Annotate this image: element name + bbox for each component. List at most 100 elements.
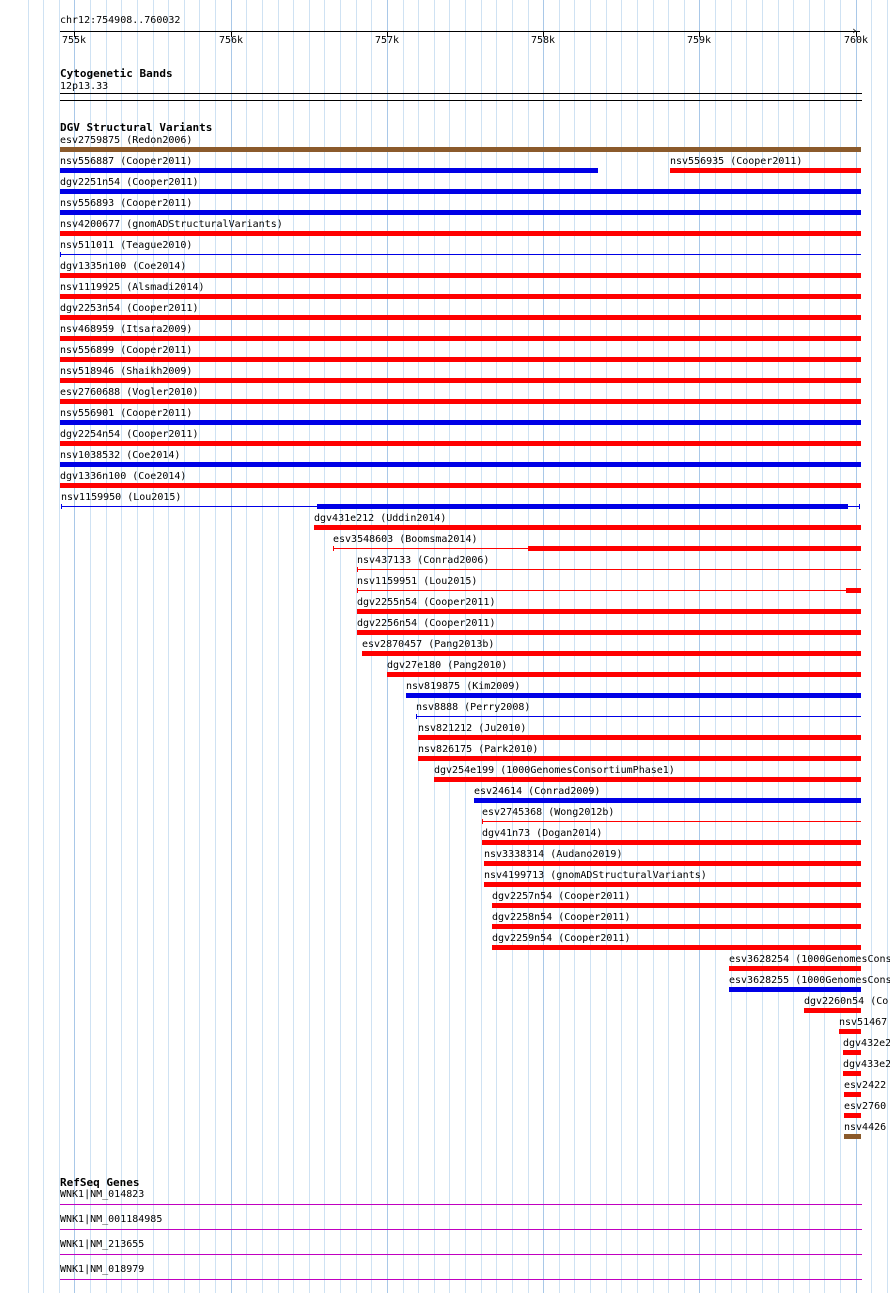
variant-bar[interactable] <box>60 420 861 425</box>
ruler-tick-label: 756k <box>219 35 244 46</box>
grid-line <box>387 0 388 1293</box>
variant-label: nsv8888 (Perry2008) <box>416 702 531 713</box>
variant-bar[interactable] <box>387 672 861 677</box>
variant-bar[interactable] <box>60 147 861 152</box>
cytoband-bar[interactable] <box>60 93 862 94</box>
variant-bar[interactable] <box>60 378 861 383</box>
grid-line <box>59 0 60 1293</box>
grid-line <box>449 0 450 1293</box>
variant-bar[interactable] <box>418 756 861 761</box>
variant-label: nsv1038532 (Coe2014) <box>60 450 181 461</box>
variant-bar[interactable] <box>670 168 861 173</box>
variant-bar[interactable] <box>406 693 861 698</box>
variant-bar[interactable] <box>804 1008 861 1013</box>
variant-start-tick <box>61 504 62 509</box>
variant-bar[interactable] <box>357 630 861 635</box>
grid-line <box>184 0 185 1293</box>
variant-connector-line[interactable] <box>416 716 861 717</box>
variant-label: nsv1159951 (Lou2015) <box>357 576 478 587</box>
grid-line <box>793 0 794 1293</box>
grid-line <box>762 0 763 1293</box>
variant-label: dgv2258n54 (Cooper2011) <box>492 912 631 923</box>
grid-line <box>496 0 497 1293</box>
variant-bar[interactable] <box>60 294 861 299</box>
variant-bar[interactable] <box>60 315 861 320</box>
variant-connector-line[interactable] <box>60 254 861 255</box>
variant-label: nsv1119925 (Alsmadi2014) <box>60 282 205 293</box>
variant-bar[interactable] <box>844 1113 861 1118</box>
variant-label: nsv1159950 (Lou2015) <box>61 492 182 503</box>
variant-start-tick <box>357 588 358 593</box>
variant-bar[interactable] <box>844 1092 861 1097</box>
track-divider <box>60 100 862 101</box>
variant-bar[interactable] <box>434 777 861 782</box>
ruler-tick <box>856 31 857 37</box>
variant-bar[interactable] <box>60 168 598 173</box>
grid-line <box>840 0 841 1293</box>
variant-bar[interactable] <box>839 1029 861 1034</box>
variant-bar[interactable] <box>314 525 861 530</box>
variant-bar[interactable] <box>60 210 861 215</box>
variant-label: nsv518946 (Shaikh2009) <box>60 366 193 377</box>
variant-label: nsv556899 (Cooper2011) <box>60 345 193 356</box>
variant-bar[interactable] <box>729 966 861 971</box>
variant-label: esv2760688 (Vogler2010) <box>60 387 199 398</box>
variant-bar[interactable] <box>484 861 861 866</box>
refseq-gene-line[interactable] <box>60 1279 862 1280</box>
variant-bar[interactable] <box>492 924 861 929</box>
refseq-track-title: RefSeq Genes <box>60 1176 140 1189</box>
variant-bar[interactable] <box>484 882 861 887</box>
variant-inner-bar[interactable] <box>317 504 848 509</box>
variant-inner-bar[interactable] <box>528 546 861 551</box>
variant-label: esv2759875 (Redon2006) <box>60 135 193 146</box>
variant-bar[interactable] <box>60 441 861 446</box>
refseq-gene-line[interactable] <box>60 1204 862 1205</box>
grid-line <box>668 0 669 1293</box>
grid-line <box>278 0 279 1293</box>
variant-bar[interactable] <box>492 903 861 908</box>
variant-label: esv24614 (Conrad2009) <box>474 786 601 797</box>
grid-line <box>871 0 872 1293</box>
variant-bar[interactable] <box>362 651 861 656</box>
variant-bar[interactable] <box>418 735 861 740</box>
variant-bar[interactable] <box>474 798 861 803</box>
grid-line <box>168 0 169 1293</box>
grid-line <box>324 0 325 1293</box>
variant-connector-line[interactable] <box>357 590 861 591</box>
grid-line <box>481 0 482 1293</box>
ruler-tick-label: 757k <box>375 35 400 46</box>
grid-line <box>28 0 29 1293</box>
ruler-tick-label: 758k <box>531 35 556 46</box>
variant-bar[interactable] <box>844 1134 861 1139</box>
cytoband-track-title: Cytogenetic Bands <box>60 67 173 80</box>
variant-label: dgv2251n54 (Cooper2011) <box>60 177 199 188</box>
variant-label: nsv511011 (Teague2010) <box>60 240 193 251</box>
grid-line <box>512 0 513 1293</box>
variant-bar[interactable] <box>60 273 861 278</box>
variant-bar[interactable] <box>60 231 861 236</box>
refseq-gene-line[interactable] <box>60 1229 862 1230</box>
variant-connector-line[interactable] <box>357 569 861 570</box>
variant-bar[interactable] <box>60 189 861 194</box>
variant-bar[interactable] <box>60 462 861 467</box>
variant-label: esv3548603 (Boomsma2014) <box>333 534 478 545</box>
dgv-track-title: DGV Structural Variants <box>60 121 213 134</box>
variant-label: dgv1335n100 (Coe2014) <box>60 261 187 272</box>
variant-bar[interactable] <box>60 357 861 362</box>
variant-bar[interactable] <box>492 945 861 950</box>
variant-bar[interactable] <box>357 609 861 614</box>
variant-label: esv2760 <box>844 1101 887 1112</box>
variant-bar[interactable] <box>60 399 861 404</box>
variant-inner-bar[interactable] <box>846 588 861 593</box>
variant-connector-line[interactable] <box>482 821 861 822</box>
variant-bar[interactable] <box>729 987 861 992</box>
variant-bar[interactable] <box>60 483 861 488</box>
variant-bar[interactable] <box>843 1071 861 1076</box>
refseq-gene-line[interactable] <box>60 1254 862 1255</box>
variant-bar[interactable] <box>60 336 861 341</box>
grid-line <box>43 0 44 1293</box>
variant-bar[interactable] <box>482 840 861 845</box>
refseq-gene-label: WNK1|NM_001184985 <box>60 1214 163 1225</box>
variant-bar[interactable] <box>843 1050 861 1055</box>
